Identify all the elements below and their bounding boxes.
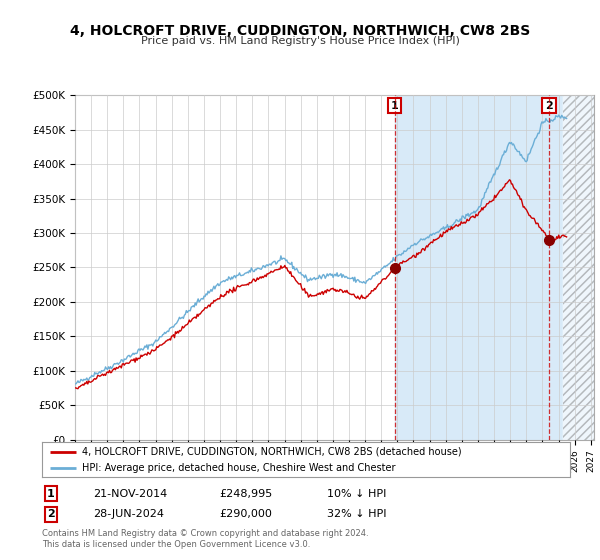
- Bar: [563, 95, 594, 440]
- Text: 2: 2: [47, 509, 55, 519]
- Bar: [563, 95, 596, 440]
- Text: 4, HOLCROFT DRIVE, CUDDINGTON, NORTHWICH, CW8 2BS: 4, HOLCROFT DRIVE, CUDDINGTON, NORTHWICH…: [70, 24, 530, 38]
- Bar: [563, 95, 596, 440]
- Text: 2: 2: [545, 101, 553, 111]
- Text: 32% ↓ HPI: 32% ↓ HPI: [327, 509, 386, 519]
- Text: Price paid vs. HM Land Registry's House Price Index (HPI): Price paid vs. HM Land Registry's House …: [140, 36, 460, 46]
- Text: 21-NOV-2014: 21-NOV-2014: [93, 489, 167, 499]
- Text: 10% ↓ HPI: 10% ↓ HPI: [327, 489, 386, 499]
- Text: Contains HM Land Registry data © Crown copyright and database right 2024.
This d: Contains HM Land Registry data © Crown c…: [42, 529, 368, 549]
- Text: 4, HOLCROFT DRIVE, CUDDINGTON, NORTHWICH, CW8 2BS (detached house): 4, HOLCROFT DRIVE, CUDDINGTON, NORTHWICH…: [82, 447, 461, 457]
- Bar: [75, 95, 395, 440]
- Text: 1: 1: [391, 101, 398, 111]
- Text: HPI: Average price, detached house, Cheshire West and Chester: HPI: Average price, detached house, Ches…: [82, 463, 395, 473]
- Text: £248,995: £248,995: [219, 489, 272, 499]
- Text: 1: 1: [47, 489, 55, 499]
- Bar: [395, 95, 566, 440]
- Text: £290,000: £290,000: [219, 509, 272, 519]
- Text: 28-JUN-2024: 28-JUN-2024: [93, 509, 164, 519]
